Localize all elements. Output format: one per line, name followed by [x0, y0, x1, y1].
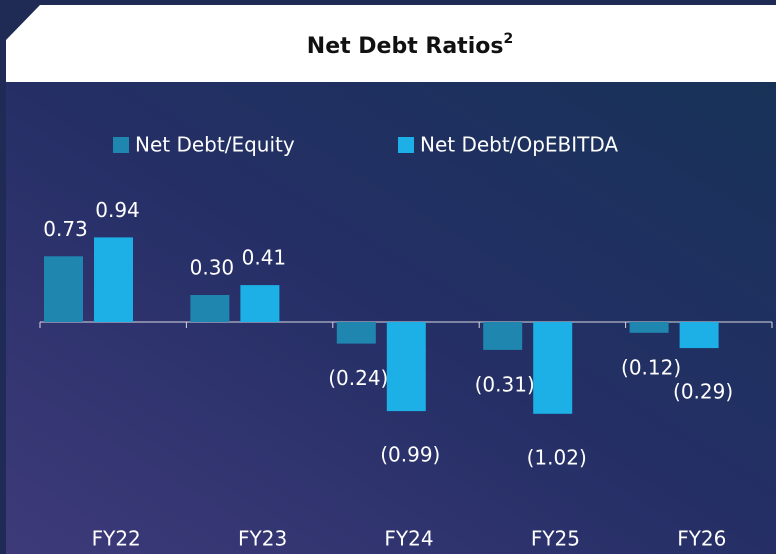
x-tick-label: FY26 — [677, 527, 726, 551]
data-label: (0.24) — [328, 366, 388, 390]
bar — [533, 322, 573, 414]
x-tick-label: FY23 — [238, 527, 287, 551]
bar — [629, 322, 669, 333]
plot-background — [6, 80, 776, 554]
title-text: Net Debt Ratios — [307, 34, 504, 59]
legend-label: Net Debt/OpEBITDA — [420, 133, 618, 157]
data-label: 0.30 — [190, 256, 235, 280]
data-label: (0.99) — [380, 443, 440, 467]
x-tick-label: FY25 — [531, 527, 580, 551]
data-label: (0.29) — [673, 380, 733, 404]
bar — [679, 322, 719, 349]
legend-swatch — [398, 137, 414, 153]
legend-swatch — [113, 137, 129, 153]
data-label: 0.94 — [95, 198, 140, 222]
data-label: (1.02) — [527, 445, 587, 469]
x-tick-label: FY22 — [92, 527, 141, 551]
bar — [94, 237, 133, 322]
data-label: (0.31) — [475, 372, 535, 396]
bar — [240, 285, 280, 322]
bar — [44, 256, 83, 322]
title-superscript: 2 — [503, 31, 513, 47]
bar — [190, 295, 230, 322]
data-label: 0.41 — [242, 246, 287, 270]
data-label: 0.73 — [43, 217, 88, 241]
bar — [386, 322, 426, 412]
title-banner — [6, 5, 776, 82]
data-label: (0.12) — [621, 355, 681, 379]
x-tick-label: FY24 — [384, 527, 433, 551]
bar — [483, 322, 523, 350]
legend-label: Net Debt/Equity — [135, 133, 295, 157]
bar — [336, 322, 376, 344]
chart-title: Net Debt Ratios2 — [307, 31, 513, 59]
